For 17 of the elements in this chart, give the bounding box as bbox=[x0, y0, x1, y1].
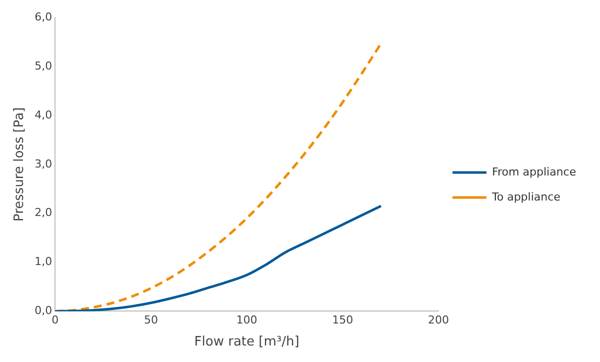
legend-label: From appliance bbox=[492, 165, 576, 178]
y-tick-label: 4,0 bbox=[34, 108, 52, 122]
x-tick-label: 50 bbox=[144, 314, 158, 327]
x-tick-label: 0 bbox=[52, 314, 59, 327]
x-tick-label: 100 bbox=[236, 314, 258, 327]
y-tick-label: 2,0 bbox=[34, 206, 52, 220]
x-tick-label: 200 bbox=[428, 314, 449, 327]
y-tick-label: 3,0 bbox=[34, 157, 52, 170]
y-tick-label: 6,0 bbox=[34, 10, 52, 24]
x-axis-title: Flow rate [m³/h] bbox=[194, 334, 300, 350]
legend-label: To appliance bbox=[491, 190, 561, 204]
y-tick-label: 1,0 bbox=[34, 255, 52, 268]
x-tick-label: 150 bbox=[332, 314, 354, 327]
line-series bbox=[55, 204, 382, 312]
y-axis-title: Pressure loss [Pa] bbox=[12, 107, 28, 222]
y-tick-label: 0,0 bbox=[34, 304, 52, 318]
y-tick-label: 5,0 bbox=[34, 59, 52, 72]
